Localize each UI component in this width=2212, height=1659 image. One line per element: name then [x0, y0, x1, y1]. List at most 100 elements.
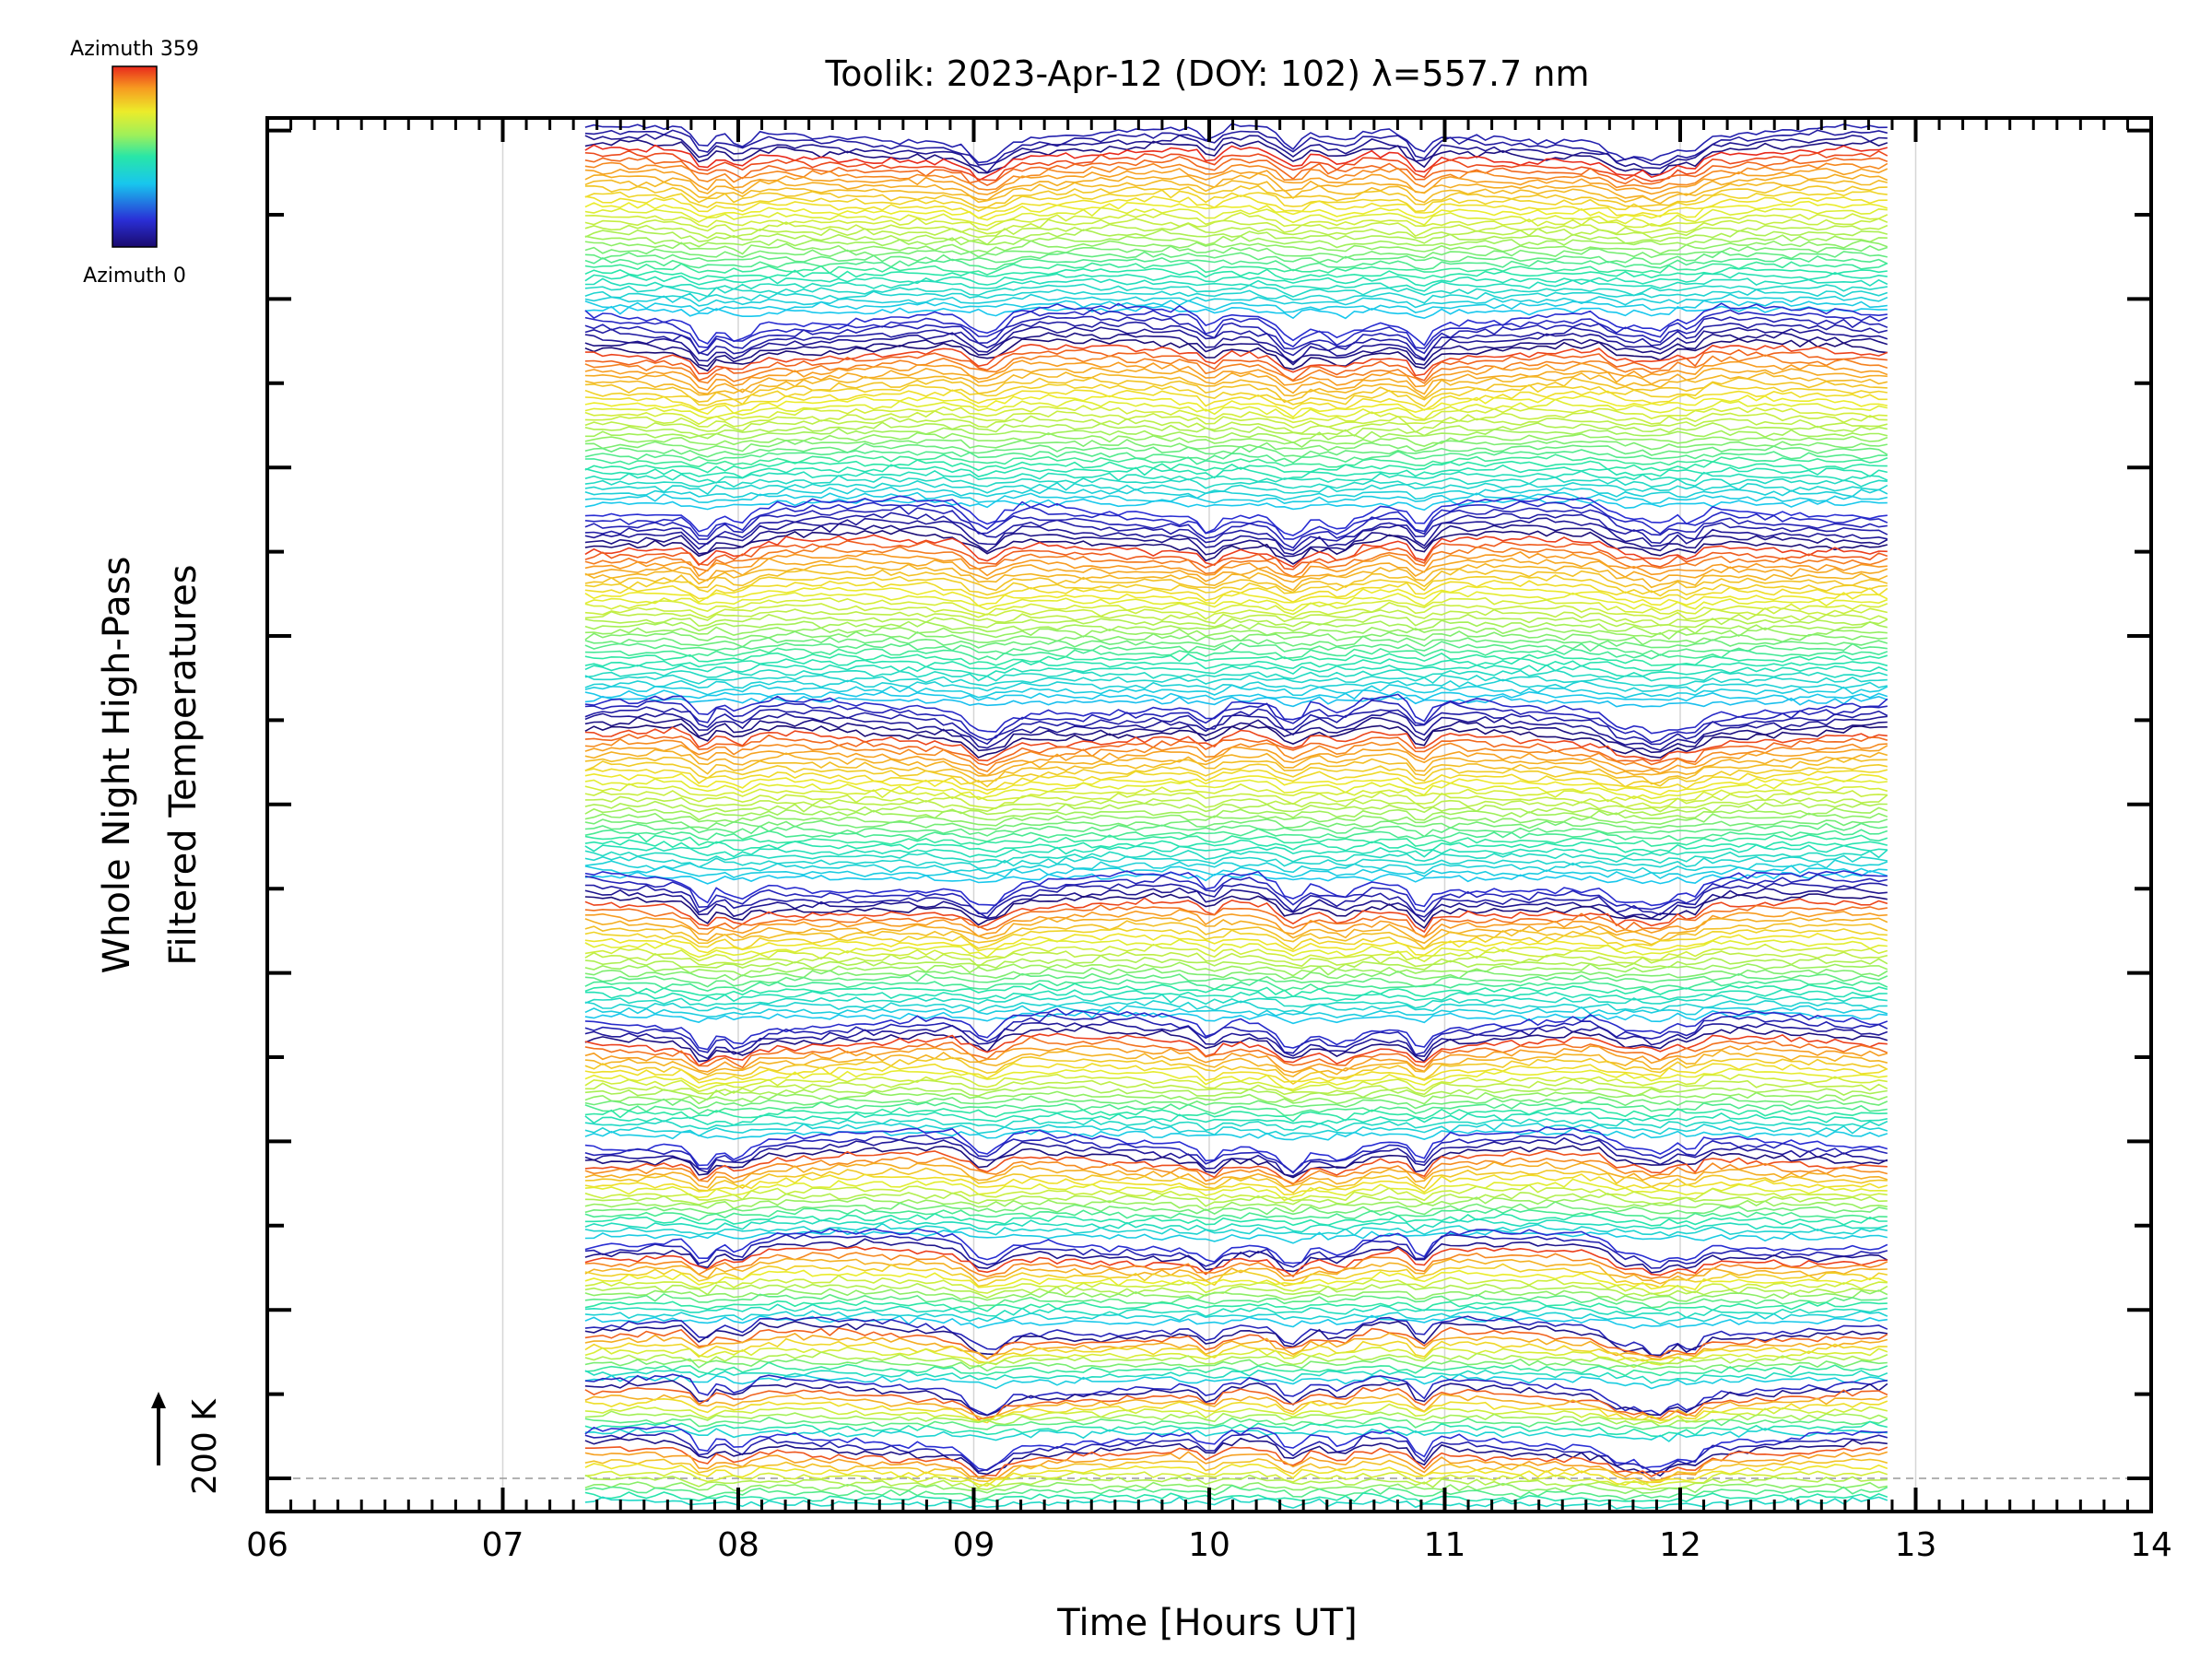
series-line — [584, 1228, 1888, 1265]
series-line — [584, 337, 1888, 372]
series-line — [584, 854, 1888, 870]
series-line — [584, 585, 1888, 607]
series-line — [584, 999, 1888, 1014]
series-line — [584, 1238, 1888, 1274]
series-line — [584, 988, 1888, 1003]
series-line — [584, 734, 1888, 767]
series-line — [584, 371, 1888, 399]
series-line — [584, 772, 1888, 796]
series-line — [584, 1009, 1888, 1025]
series-line — [584, 332, 1888, 368]
series-line — [584, 859, 1888, 875]
series-line — [584, 550, 1888, 578]
series-line — [584, 1228, 1888, 1244]
series-line — [584, 321, 1888, 360]
series-line — [584, 909, 1888, 939]
scale-bar-label: 200 K — [186, 1398, 224, 1495]
series-line — [584, 873, 1888, 915]
series-line — [584, 663, 1888, 677]
series-line — [584, 591, 1888, 612]
series-line — [584, 376, 1888, 404]
series-line — [584, 354, 1888, 384]
x-tick-label: 12 — [1659, 1526, 1701, 1564]
series-line — [584, 439, 1888, 453]
series-line — [584, 608, 1888, 627]
series-line — [584, 1032, 1888, 1067]
series-line — [584, 849, 1888, 865]
series-line — [584, 695, 1888, 708]
series-line — [584, 1300, 1888, 1313]
series-line — [584, 123, 1888, 164]
series-line — [584, 529, 1888, 565]
series-line — [584, 1125, 1888, 1173]
series-line — [584, 635, 1888, 649]
x-tick-label: 10 — [1188, 1526, 1230, 1564]
series-line — [584, 1380, 1888, 1417]
series-line — [584, 495, 1888, 536]
series-line — [584, 486, 1888, 500]
series-line — [584, 218, 1888, 238]
series-line — [584, 887, 1888, 923]
series-line — [584, 405, 1888, 426]
series-line — [584, 415, 1888, 434]
series-line — [584, 647, 1888, 661]
series-line — [584, 517, 1888, 556]
x-tick-label: 08 — [717, 1526, 759, 1564]
series-line — [584, 1393, 1888, 1421]
series-line — [584, 133, 1888, 174]
series-line — [584, 1332, 1888, 1360]
series-line — [584, 302, 1888, 347]
series-line — [584, 700, 1888, 744]
series-line — [584, 613, 1888, 629]
series-line — [584, 1222, 1888, 1237]
series-line — [584, 1212, 1888, 1227]
series-line — [584, 1233, 1888, 1269]
series-line — [584, 927, 1888, 951]
series-line — [584, 1288, 1888, 1302]
series-line — [584, 938, 1888, 959]
series-line — [584, 394, 1888, 418]
series-line — [584, 1424, 1888, 1472]
series-line — [584, 870, 1888, 885]
series-line — [584, 283, 1888, 298]
series-line — [584, 500, 1888, 540]
series-line — [584, 950, 1888, 968]
series-line — [584, 1036, 1888, 1069]
y-axis-label-line2: Filtered Temperatures — [162, 564, 205, 965]
series-line — [584, 641, 1888, 656]
series-line — [584, 1373, 1888, 1390]
ticks — [265, 118, 2153, 1512]
series-line — [584, 1063, 1888, 1084]
series-line — [584, 421, 1888, 437]
series-line — [584, 711, 1888, 751]
series-line — [584, 994, 1888, 1009]
series-line — [584, 778, 1888, 801]
scale-bar: 200 K — [151, 1392, 224, 1495]
series-line — [584, 1095, 1888, 1110]
series-line — [584, 459, 1888, 474]
series-line — [584, 1078, 1888, 1096]
series-line — [584, 693, 1888, 735]
series-line — [584, 1122, 1888, 1137]
series-line — [584, 315, 1888, 355]
series-line — [584, 179, 1888, 205]
series-line — [584, 189, 1888, 213]
series-line — [584, 903, 1888, 938]
series-line — [584, 738, 1888, 773]
x-tick-label: 06 — [246, 1526, 288, 1564]
series-line — [584, 1417, 1888, 1430]
series-line — [584, 1292, 1888, 1309]
series-line — [584, 1127, 1888, 1141]
series-line — [584, 1245, 1888, 1277]
series-line — [584, 211, 1888, 231]
series-line — [584, 943, 1888, 963]
series-line — [584, 139, 1888, 176]
series-line — [584, 1463, 1888, 1487]
x-tick-label: 07 — [482, 1526, 524, 1564]
series-line — [584, 1073, 1888, 1093]
series-line — [584, 1282, 1888, 1299]
series-line — [584, 427, 1888, 444]
series-line — [584, 200, 1888, 221]
series-line — [584, 1346, 1888, 1366]
series-line — [584, 916, 1888, 945]
